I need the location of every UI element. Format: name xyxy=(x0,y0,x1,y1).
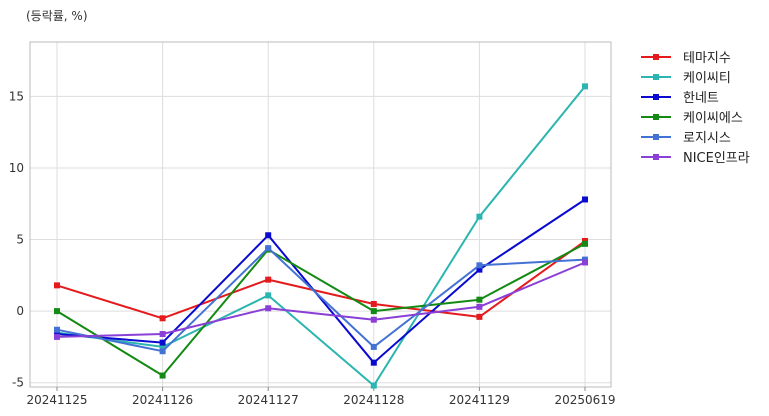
data-point xyxy=(265,305,272,312)
data-point xyxy=(54,333,60,340)
legend-label: 케이씨티 xyxy=(683,71,731,86)
data-point xyxy=(582,259,588,266)
series-1 xyxy=(54,83,588,389)
data-point xyxy=(54,326,60,333)
data-point xyxy=(159,348,166,355)
data-point xyxy=(476,266,483,273)
data-point xyxy=(159,343,166,350)
x-tick-label: 20241126 xyxy=(132,393,193,407)
data-point xyxy=(476,313,483,320)
x-axis: 20241125 20241126 20241127 20241128 20241129… xyxy=(26,387,616,407)
legend-item: 케이씨에스 xyxy=(641,111,743,126)
data-point xyxy=(476,303,483,310)
legend-item: NICE인프라 xyxy=(641,151,750,166)
series-line xyxy=(56,247,586,353)
y-tick-label: 10 xyxy=(9,161,24,175)
data-point xyxy=(265,276,272,283)
legend-marker xyxy=(653,154,659,160)
data-point xyxy=(370,343,377,350)
y-tick-label: 0 xyxy=(16,304,24,318)
series-line xyxy=(56,198,586,364)
data-point xyxy=(265,232,272,239)
data-point xyxy=(159,339,166,346)
legend-label: 케이씨에스 xyxy=(683,111,743,126)
legend-item: 로지시스 xyxy=(641,131,731,146)
data-point xyxy=(582,196,588,203)
y-tick-label: -5 xyxy=(12,376,24,390)
data-point xyxy=(159,331,166,338)
legend-label: 로지시스 xyxy=(683,131,731,146)
data-point xyxy=(265,292,272,299)
data-point xyxy=(54,282,60,289)
x-tick-label: 20241129 xyxy=(449,393,510,407)
legend-label: 테마지수 xyxy=(683,51,731,66)
data-point xyxy=(476,213,483,220)
legend-item: 테마지수 xyxy=(641,51,731,66)
x-tick-label: 20241128 xyxy=(343,393,404,407)
x-tick-label: 20241127 xyxy=(238,393,299,407)
series-line xyxy=(56,261,586,338)
data-point xyxy=(159,315,166,322)
data-point xyxy=(265,245,272,252)
data-point xyxy=(582,83,588,90)
plot-frame xyxy=(29,41,612,388)
legend-label: NICE인프라 xyxy=(683,151,750,166)
series-5 xyxy=(54,259,588,340)
x-tick-label: 20250619 xyxy=(554,393,615,407)
grid xyxy=(30,42,611,387)
data-point xyxy=(476,262,483,269)
legend-label: 한네트 xyxy=(683,91,719,106)
data-point xyxy=(159,372,166,379)
series-line xyxy=(56,242,586,377)
data-point xyxy=(370,359,377,366)
data-point xyxy=(476,296,483,303)
x-tick-label: 20241125 xyxy=(26,393,87,407)
series-line xyxy=(56,240,586,320)
legend-item: 한네트 xyxy=(641,91,719,106)
legend-marker xyxy=(653,134,659,140)
data-point xyxy=(370,382,377,389)
series-line xyxy=(56,85,586,387)
data-point xyxy=(54,308,60,315)
y-tick-label: 15 xyxy=(9,89,24,103)
y-tick-label: 5 xyxy=(16,233,24,247)
unit-label: (등락률, %) xyxy=(26,9,88,23)
data-point xyxy=(370,316,377,323)
legend-item: 케이씨티 xyxy=(641,71,731,86)
legend-marker xyxy=(653,94,659,100)
legend-marker xyxy=(653,54,659,60)
y-axis: -5 0 5 10 15 xyxy=(9,89,24,389)
data-point xyxy=(370,308,377,315)
legend-marker xyxy=(653,114,659,120)
series-group xyxy=(54,83,588,389)
data-point xyxy=(370,300,377,307)
data-point xyxy=(582,240,588,247)
legend-marker xyxy=(653,74,659,80)
